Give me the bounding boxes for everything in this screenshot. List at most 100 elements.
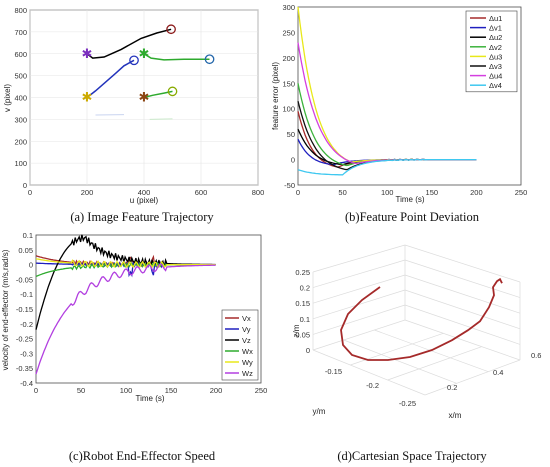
cartesian-trajectory-line: [340, 277, 503, 361]
panel-c-x-tick-label: 150: [165, 386, 178, 395]
panel-d-gridline: [312, 304, 406, 335]
panel-b-legend-label: Δv2: [489, 43, 502, 52]
panel-c-series-line: [35, 258, 216, 269]
panel-d-gridline: [312, 289, 406, 320]
panel-a-end-circle-marker: [166, 24, 176, 35]
panel-c-xlabel: Time (s): [135, 394, 164, 403]
panel-d-gridline: [387, 346, 482, 381]
panel-a-y-tick-label: 700: [14, 28, 27, 37]
panel-b-y-tick-label: 0: [291, 156, 295, 165]
panel-b-legend-label: Δv4: [489, 81, 502, 90]
panel-c-y-tick-label: -0.3: [20, 349, 33, 358]
panel-a-caption: (a) Image Feature Trajectory: [70, 210, 214, 224]
panel-a-trajectory-line: [86, 59, 135, 99]
panel-d-z-tick-label: 0.05: [295, 330, 310, 339]
panel-a-ylabel: v (pixel): [3, 84, 12, 112]
panel-b-plot-frame: [297, 6, 522, 186]
panel-c-legend-label: Vz: [242, 336, 251, 345]
panel-d-gridline: [312, 259, 406, 288]
panel-d-ylabel: y/m: [313, 407, 326, 416]
panel-b-y-tick-label: 150: [282, 79, 295, 88]
panel-b-ylabel: feature error (pixel): [271, 62, 280, 130]
panel-c-legend-label: Vy: [242, 325, 251, 334]
panel-d-z-tick-label: 0.1: [300, 315, 310, 324]
panel-d-gridline: [343, 339, 457, 384]
panel-d-gridline: [404, 259, 521, 298]
panel-d-z-tick-label: 0: [306, 346, 310, 355]
panel-d-caption: (d)Cartesian Space Trajectory: [337, 449, 487, 463]
panel-a-trajectory-line: [86, 28, 172, 59]
panel-a-y-tick-label: 600: [14, 50, 27, 59]
panel-c-ylabel: velocity of end-effector (m/s,rad/s): [1, 249, 10, 370]
panel-c-y-tick-label: 0: [29, 261, 33, 270]
panel-d-box-edge: [404, 244, 521, 283]
panel-d-box-edge: [312, 319, 406, 351]
panel-b-y-tick-label: 200: [282, 54, 295, 63]
panel-c-legend-label: Wx: [242, 347, 253, 356]
panel-c-y-tick-label: -0.4: [20, 379, 33, 388]
panel-a-y-tick-label: 200: [14, 137, 27, 146]
panel-d-x-tick-label: 0.6: [531, 351, 541, 360]
panel-d-box-edge: [312, 244, 406, 273]
panel-c-y-tick-label: 0.1: [23, 231, 33, 240]
panel-d-box-edge: [312, 349, 426, 396]
panel-b-caption: (b)Feature Point Deviation: [345, 210, 480, 224]
panel-d-x-tick-label: 0.4: [493, 368, 503, 377]
panel-d-y-tick-label: -0.25: [399, 399, 416, 408]
panel-b-xlabel: Time (s): [395, 195, 424, 204]
panel-d-gridline: [404, 304, 521, 345]
panel-b-legend-box: [465, 10, 518, 93]
panel-a-start-star-icon: ✱: [82, 91, 93, 106]
panel-c-y-tick-label: -0.35: [16, 364, 33, 373]
panel-b-y-tick-label: 300: [282, 3, 295, 12]
panel-b-legend-label: Δv3: [489, 62, 502, 71]
panel-b-y-tick-label: 100: [282, 105, 295, 114]
panel-a-x-tick-label: 600: [195, 188, 208, 197]
panel-c-x-tick-label: 50: [77, 386, 85, 395]
panel-b-x-tick-label: 150: [426, 188, 439, 197]
panel-d-z-tick-label: 0.15: [295, 299, 310, 308]
panel-c-legend-label: Wy: [242, 358, 253, 367]
panel-c-plot-frame: [35, 234, 262, 384]
panel-a-y-tick-label: 400: [14, 94, 27, 103]
panel-d-box-edge: [424, 359, 521, 396]
panel-d-z-tick-label: 0.25: [295, 268, 310, 277]
panel-b-series-line: [297, 42, 477, 165]
panel-d-gridline: [404, 274, 521, 314]
panel-b-legend-label: Δu2: [489, 33, 502, 42]
panel-b-x-tick-label: 200: [470, 188, 483, 197]
panel-c-legend-box: [221, 309, 259, 381]
panel-d-z-tick-label: 0.2: [300, 284, 310, 293]
panel-b-y-tick-label: 250: [282, 28, 295, 37]
panel-a-faint-trace: [149, 118, 173, 120]
panel-a-end-circle-marker: [204, 54, 215, 65]
panel-a-y-tick-label: 300: [14, 115, 27, 124]
panel-c-series-line: [35, 263, 216, 375]
panel-d-zlabel: z/m: [292, 324, 301, 337]
panel-b-legend-label: Δu1: [489, 14, 502, 23]
panel-d-cartesian-trajectory: 0 0.05 0.1 0.15 0.2 0.25 -0.25 -0.2 -0.15 0.2 0.4 0…: [292, 244, 541, 463]
panel-d-gridline: [312, 274, 406, 304]
panel-c-y-tick-label: -0.2: [20, 320, 33, 329]
panel-a-y-tick-label: 0: [23, 181, 27, 190]
panel-a-y-tick-label: 500: [14, 72, 27, 81]
panel-a-start-star-icon: ✱: [139, 47, 150, 62]
panel-c-y-tick-label: -0.25: [16, 335, 33, 344]
panel-b-legend-label: Δv1: [489, 24, 502, 33]
panel-b-legend-label: Δu3: [489, 52, 502, 61]
panel-d-gridline: [404, 289, 521, 330]
panel-d-box-edge: [404, 319, 521, 361]
panel-a-y-tick-label: 100: [14, 159, 27, 168]
panel-c-x-tick-label: 0: [34, 386, 38, 395]
panel-b-series-line: [297, 83, 477, 167]
panel-a-x-tick-label: 0: [28, 188, 32, 197]
panel-d-xlabel: x/m: [449, 411, 462, 420]
panel-b-y-tick-label: -50: [284, 181, 295, 190]
panel-c-x-tick-label: 200: [210, 386, 223, 395]
panel-c-x-tick-label: 100: [120, 386, 133, 395]
panel-c-y-tick-label: -0.15: [16, 305, 33, 314]
panel-c-caption: (c)Robot End-Effector Speed: [69, 449, 216, 463]
panel-b-legend-label: Δu4: [489, 72, 502, 81]
